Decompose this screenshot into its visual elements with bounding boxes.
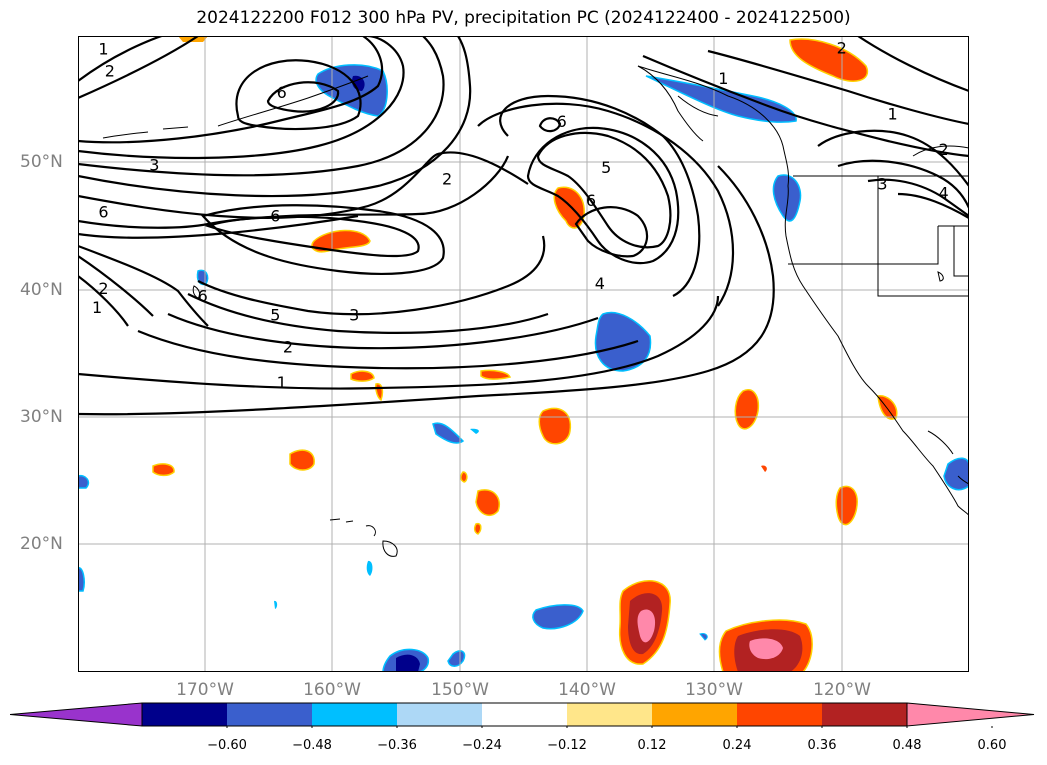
- colorbar-tick-label: 0.60: [977, 738, 1007, 753]
- colorbar-segment: [737, 703, 822, 726]
- contour-label: 6: [277, 83, 287, 102]
- colorbar-tick-label: −0.60: [207, 738, 247, 753]
- lon-label-140w: 140°W: [558, 680, 616, 700]
- lon-label-150w: 150°W: [431, 680, 489, 700]
- contour-label: 1: [888, 105, 898, 124]
- contour-label: 3: [877, 175, 887, 194]
- contour-label: 3: [349, 306, 359, 325]
- coastlines: [102, 65, 969, 557]
- contour-label: 1: [277, 373, 287, 392]
- lat-label-50n: 50°N: [20, 152, 63, 172]
- contour-label: 2: [837, 38, 847, 57]
- lat-label-20n: 20°N: [20, 534, 63, 554]
- contour-label: 4: [595, 274, 605, 293]
- lat-label-40n: 40°N: [20, 280, 63, 300]
- colorbar-segment: [227, 703, 312, 726]
- lon-label-120w: 120°W: [813, 680, 871, 700]
- gridlines: [78, 36, 969, 672]
- map-border: [78, 36, 969, 672]
- contour-label: 2: [938, 140, 948, 159]
- colorbar-tick-label: −0.36: [377, 738, 417, 753]
- lon-label-130w: 130°W: [685, 680, 743, 700]
- colorbar-extend-max: [906, 702, 1035, 727]
- contour-label: 6: [586, 191, 596, 210]
- lat-label-30n: 30°N: [20, 407, 63, 427]
- contour-label: 5: [270, 306, 280, 325]
- chart-title: 2024122200 F012 300 hPa PV, precipitatio…: [196, 8, 851, 28]
- pv-contours: [78, 36, 969, 416]
- colorbar-tick-label: −0.24: [462, 738, 502, 753]
- colorbar-tick-label: −0.12: [547, 738, 587, 753]
- contour-label: 4: [938, 183, 948, 202]
- contour-label: 2: [98, 279, 108, 298]
- precip-negative-areas: [78, 64, 969, 672]
- colorbar: [10, 702, 1035, 728]
- colorbar-tick-label: 0.24: [722, 738, 752, 753]
- colorbar-tick-label: 0.12: [637, 738, 667, 753]
- colorbar-segment: [822, 703, 907, 726]
- contour-label: 6: [98, 203, 108, 222]
- colorbar-segment: [482, 703, 567, 726]
- contour-label: 2: [442, 169, 452, 188]
- colorbar-segment: [397, 703, 482, 726]
- contour-label: 5: [601, 158, 611, 177]
- contour-label: 1: [92, 298, 102, 317]
- precip-positive-areas: [152, 36, 898, 672]
- contour-label: 3: [149, 155, 159, 174]
- colorbar-segment: [567, 703, 652, 726]
- contour-label: 2: [105, 61, 115, 80]
- colorbar-tick-label: 0.48: [892, 738, 922, 753]
- contour-label: 6: [557, 112, 567, 131]
- colorbar-segment: [652, 703, 737, 726]
- contour-label: 6: [270, 206, 280, 225]
- lon-label-170w: 170°W: [176, 680, 234, 700]
- contour-label: 1: [98, 40, 108, 59]
- lon-label-160w: 160°W: [303, 680, 361, 700]
- contour-label: 6: [198, 286, 208, 305]
- contour-label: 2: [283, 337, 293, 356]
- colorbar-extend-min: [10, 702, 143, 727]
- contour-label: 1: [718, 69, 728, 88]
- colorbar-segment: [142, 703, 227, 726]
- colorbar-tick-label: −0.48: [292, 738, 332, 753]
- colorbar-segment: [312, 703, 397, 726]
- colorbar-tick-label: 0.36: [807, 738, 837, 753]
